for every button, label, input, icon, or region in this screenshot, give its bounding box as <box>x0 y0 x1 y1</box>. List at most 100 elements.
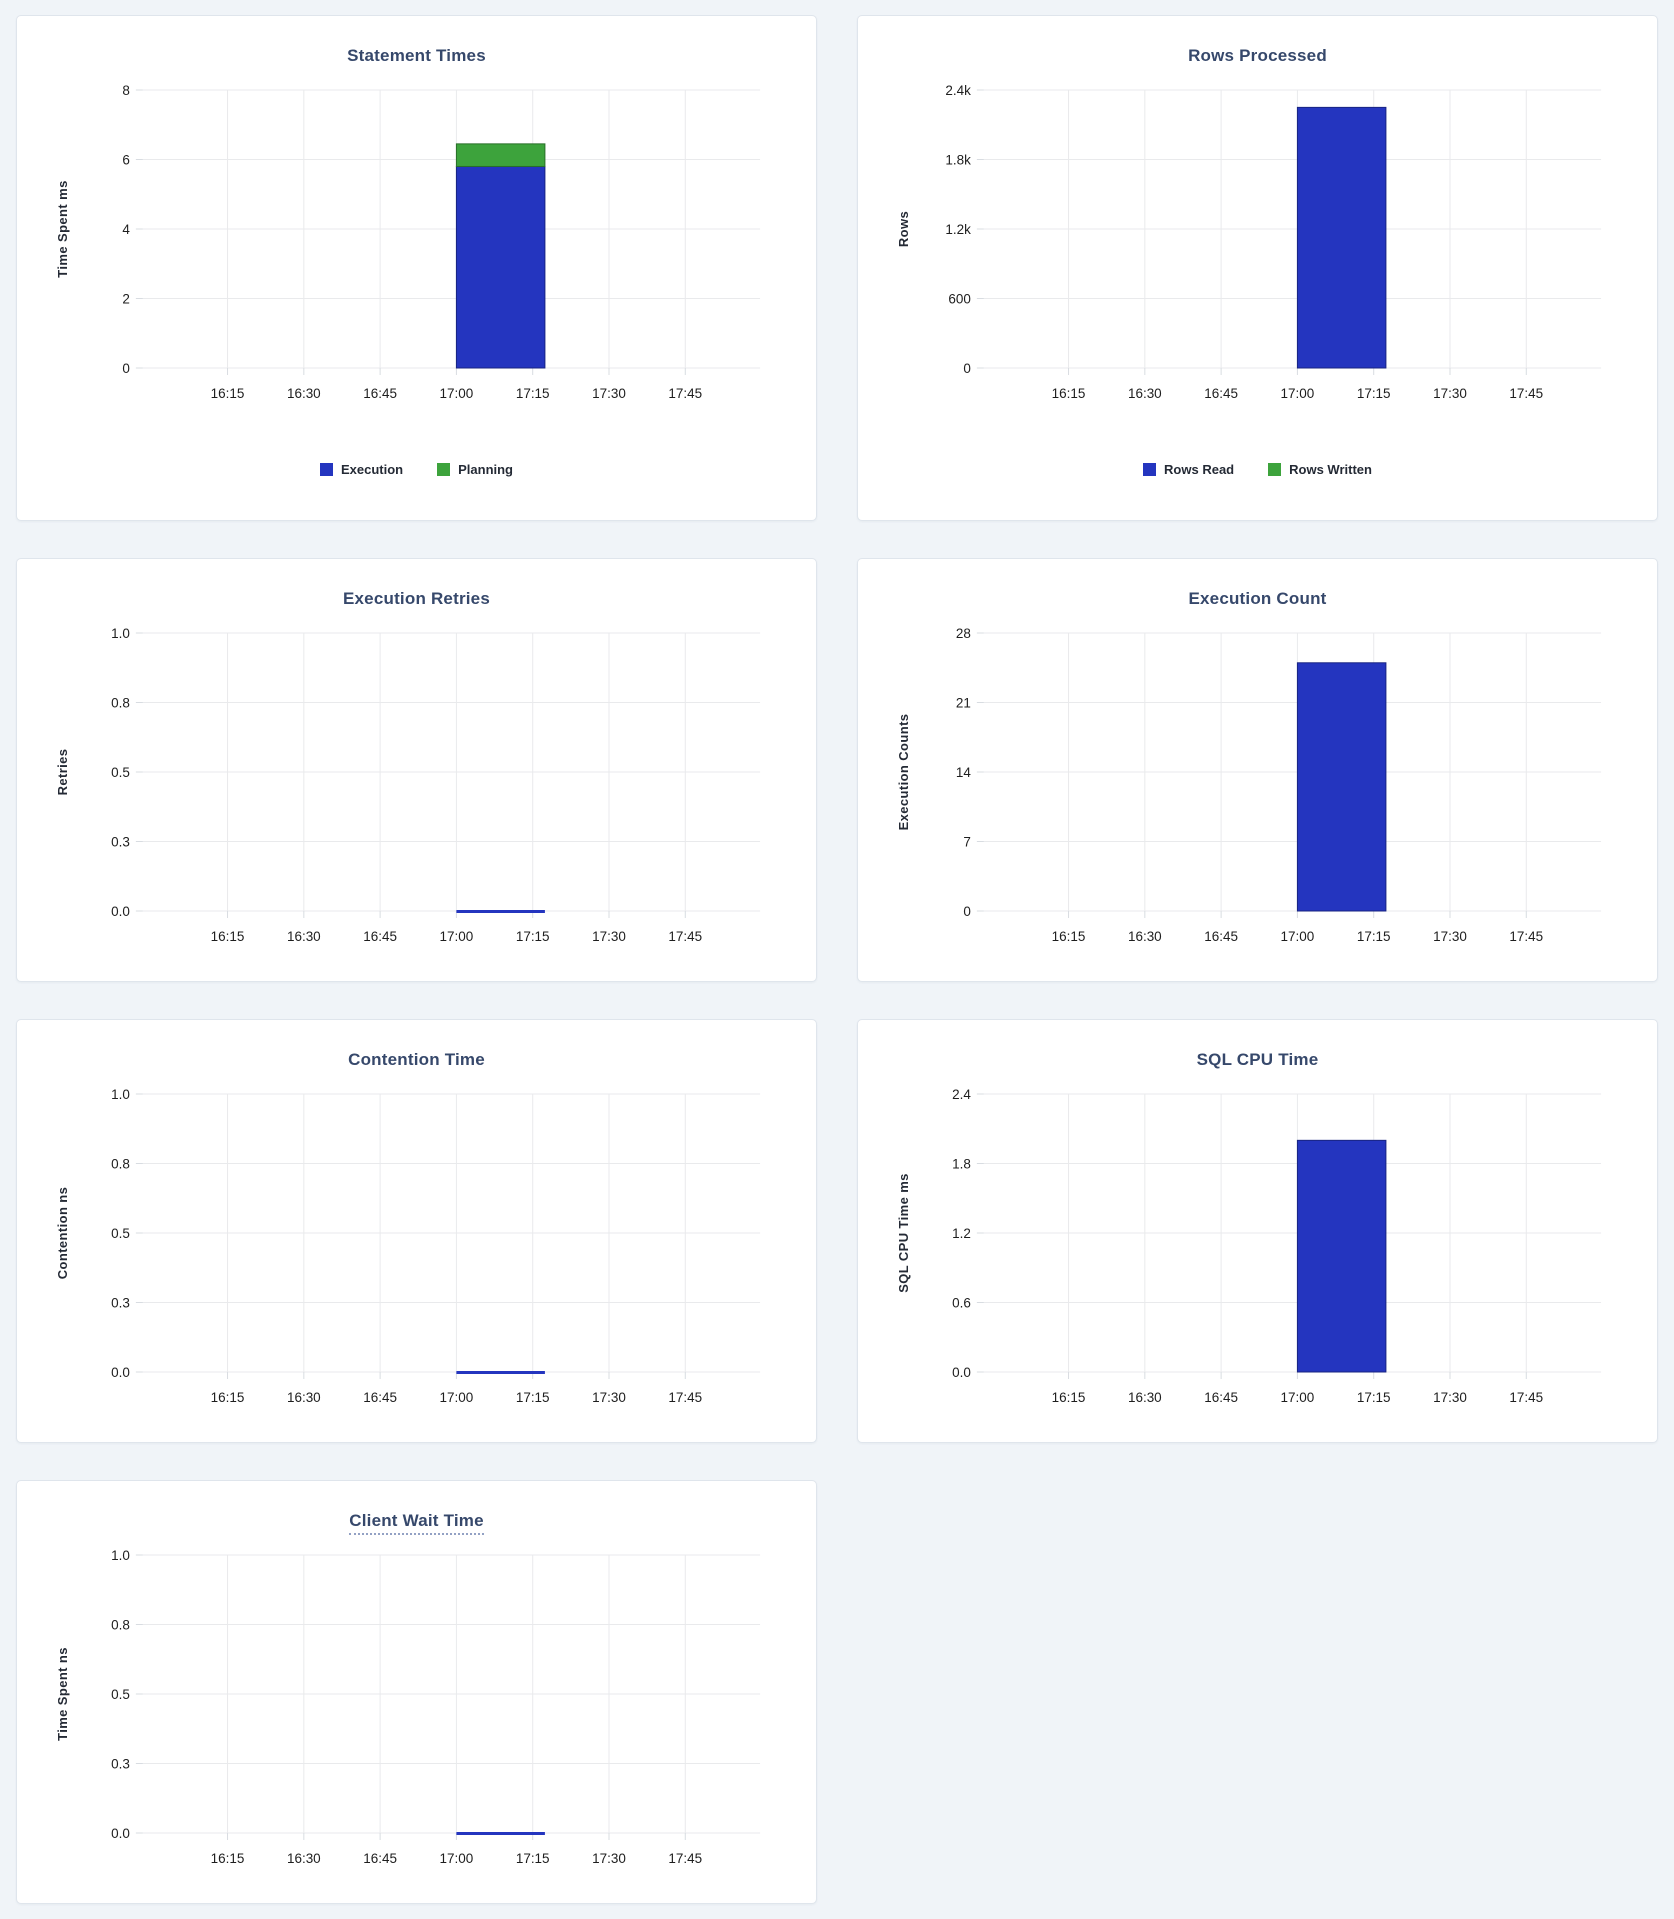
svg-text:1.0: 1.0 <box>111 1087 130 1102</box>
client-wait-time-chart[interactable]: 0.0 0.3 0.5 0.8 1.0 16:15 16:30 16:45 17:00 17:15… <box>33 1541 800 1871</box>
svg-text:7: 7 <box>963 834 970 849</box>
svg-text:SQL CPU Time ms: SQL CPU Time ms <box>896 1173 911 1293</box>
chart-title: Rows Processed <box>1188 46 1327 65</box>
contention-time-chart[interactable]: 0.0 0.3 0.5 0.8 1.0 16:15 16:30 16:45 17:00 17:15… <box>33 1080 800 1410</box>
svg-text:0.3: 0.3 <box>111 1295 130 1310</box>
svg-text:17:30: 17:30 <box>592 929 626 944</box>
svg-text:17:00: 17:00 <box>440 1390 474 1405</box>
svg-text:0.5: 0.5 <box>111 1226 130 1241</box>
svg-text:1.8: 1.8 <box>952 1156 971 1171</box>
execution-retries-chart[interactable]: 0.0 0.3 0.5 0.8 1.0 16:15 16:30 16:45 17:00 17:15… <box>33 619 800 949</box>
chart-title: Client Wait Time <box>33 1509 800 1535</box>
rows-processed-chart[interactable]: 0 600 1.2k 1.8k 2.4k 16:15 16:30 16:45 17:00 17:1… <box>874 76 1641 406</box>
chart-title-tooltip[interactable]: Client Wait Time <box>349 1511 484 1535</box>
svg-text:17:45: 17:45 <box>1509 386 1543 401</box>
svg-text:17:00: 17:00 <box>1281 386 1315 401</box>
svg-text:1.2k: 1.2k <box>945 222 971 237</box>
sql-cpu-time-chart[interactable]: 0.0 0.6 1.2 1.8 2.4 16:15 16:30 16:45 17:00 17:15… <box>874 1080 1641 1410</box>
chart-title: SQL CPU Time <box>1196 1050 1319 1069</box>
svg-text:0.3: 0.3 <box>111 834 130 849</box>
svg-text:16:45: 16:45 <box>363 1390 397 1405</box>
svg-text:17:30: 17:30 <box>1433 1390 1467 1405</box>
svg-text:0.6: 0.6 <box>952 1295 971 1310</box>
svg-text:17:45: 17:45 <box>668 386 702 401</box>
legend-swatch-blue <box>319 463 333 476</box>
chart-panel-execution-count: Execution Count 0 7 14 21 28 16:15 16:30 16:45 1… <box>857 558 1658 982</box>
chart-title: Statement Times <box>347 46 486 65</box>
chart-title: Execution Count <box>1188 589 1327 608</box>
svg-text:1.0: 1.0 <box>111 626 130 641</box>
svg-text:16:30: 16:30 <box>287 929 321 944</box>
legend-item-rows-written: Rows Written <box>1268 462 1372 477</box>
svg-text:0.0: 0.0 <box>111 904 130 919</box>
svg-text:21: 21 <box>956 695 971 710</box>
svg-text:0.0: 0.0 <box>111 1826 130 1841</box>
svg-text:600: 600 <box>948 291 970 306</box>
svg-text:16:30: 16:30 <box>287 386 321 401</box>
svg-text:17:30: 17:30 <box>1433 386 1467 401</box>
svg-text:17:15: 17:15 <box>1357 1390 1391 1405</box>
svg-text:16:30: 16:30 <box>1128 929 1162 944</box>
svg-text:17:15: 17:15 <box>516 386 550 401</box>
chart-panel-contention-time: Contention Time 0.0 0.3 0.5 0.8 1.0 16:15 16:3… <box>16 1019 817 1443</box>
svg-text:0.0: 0.0 <box>111 1365 130 1380</box>
svg-text:16:15: 16:15 <box>211 929 245 944</box>
legend-label: Rows Written <box>1289 462 1372 477</box>
svg-text:17:45: 17:45 <box>668 1851 702 1866</box>
legend-label: Execution <box>340 462 404 477</box>
svg-text:16:45: 16:45 <box>1204 386 1238 401</box>
svg-text:2.4: 2.4 <box>952 1087 971 1102</box>
svg-text:16:45: 16:45 <box>363 1851 397 1866</box>
svg-text:17:30: 17:30 <box>592 1851 626 1866</box>
svg-text:0.0: 0.0 <box>952 1365 971 1380</box>
svg-text:1.0: 1.0 <box>111 1548 130 1563</box>
svg-text:0: 0 <box>963 904 970 919</box>
svg-text:17:00: 17:00 <box>1281 929 1315 944</box>
svg-text:4: 4 <box>122 222 130 237</box>
svg-text:17:15: 17:15 <box>516 1390 550 1405</box>
svg-text:17:00: 17:00 <box>440 1851 474 1866</box>
chart-panel-statement-times: Statement Times 0 2 4 6 8 16:15 16:30 16:45 17:0… <box>16 15 817 521</box>
svg-text:16:30: 16:30 <box>287 1390 321 1405</box>
svg-text:17:45: 17:45 <box>668 1390 702 1405</box>
svg-text:16:15: 16:15 <box>1052 1390 1086 1405</box>
chart-panel-client-wait-time: Client Wait Time 0.0 0.3 0.5 0.8 1.0 16:15 16:… <box>16 1480 817 1904</box>
legend-label: Rows Read <box>1164 462 1235 477</box>
chart-title: Contention Time <box>348 1050 485 1069</box>
svg-text:0.8: 0.8 <box>111 1617 130 1632</box>
svg-text:14: 14 <box>956 765 971 780</box>
svg-text:1.8k: 1.8k <box>945 152 971 167</box>
svg-text:16:45: 16:45 <box>363 929 397 944</box>
svg-text:16:45: 16:45 <box>1204 929 1238 944</box>
svg-text:Contention ns: Contention ns <box>55 1187 70 1280</box>
svg-text:8: 8 <box>122 83 129 98</box>
svg-text:17:15: 17:15 <box>516 929 550 944</box>
svg-text:0.5: 0.5 <box>111 765 130 780</box>
svg-text:0.8: 0.8 <box>111 695 130 710</box>
svg-text:16:15: 16:15 <box>211 1390 245 1405</box>
legend-item-rows-read: Rows Read <box>1143 462 1234 477</box>
svg-text:16:45: 16:45 <box>363 386 397 401</box>
statement-times-chart[interactable]: 0 2 4 6 8 16:15 16:30 16:45 17:00 17:15 17:30 17:45… <box>33 76 800 406</box>
svg-text:17:15: 17:15 <box>1357 929 1391 944</box>
legend-item-execution: Execution <box>319 462 404 477</box>
svg-text:1.2: 1.2 <box>952 1226 971 1241</box>
legend-swatch-blue <box>1143 463 1157 476</box>
svg-text:16:15: 16:15 <box>211 386 245 401</box>
legend-swatch-green <box>1268 463 1282 476</box>
svg-text:17:45: 17:45 <box>668 929 702 944</box>
svg-text:0: 0 <box>122 361 129 376</box>
svg-text:17:45: 17:45 <box>1509 929 1543 944</box>
execution-count-chart[interactable]: 0 7 14 21 28 16:15 16:30 16:45 17:00 17:15 17:30 17… <box>874 619 1641 949</box>
chart-panel-execution-retries: Execution Retries 0.0 0.3 0.5 0.8 1.0 16:15 16… <box>16 558 817 982</box>
svg-text:17:15: 17:15 <box>1357 386 1391 401</box>
svg-text:17:30: 17:30 <box>592 1390 626 1405</box>
svg-text:Retries: Retries <box>55 749 70 796</box>
legend-label: Planning <box>458 462 513 477</box>
chart-legend: Execution Planning <box>33 462 800 477</box>
svg-text:0: 0 <box>963 361 970 376</box>
svg-text:Execution Counts: Execution Counts <box>896 714 911 831</box>
svg-text:0.8: 0.8 <box>111 1156 130 1171</box>
legend-swatch-green <box>437 463 451 476</box>
svg-text:17:00: 17:00 <box>1281 1390 1315 1405</box>
